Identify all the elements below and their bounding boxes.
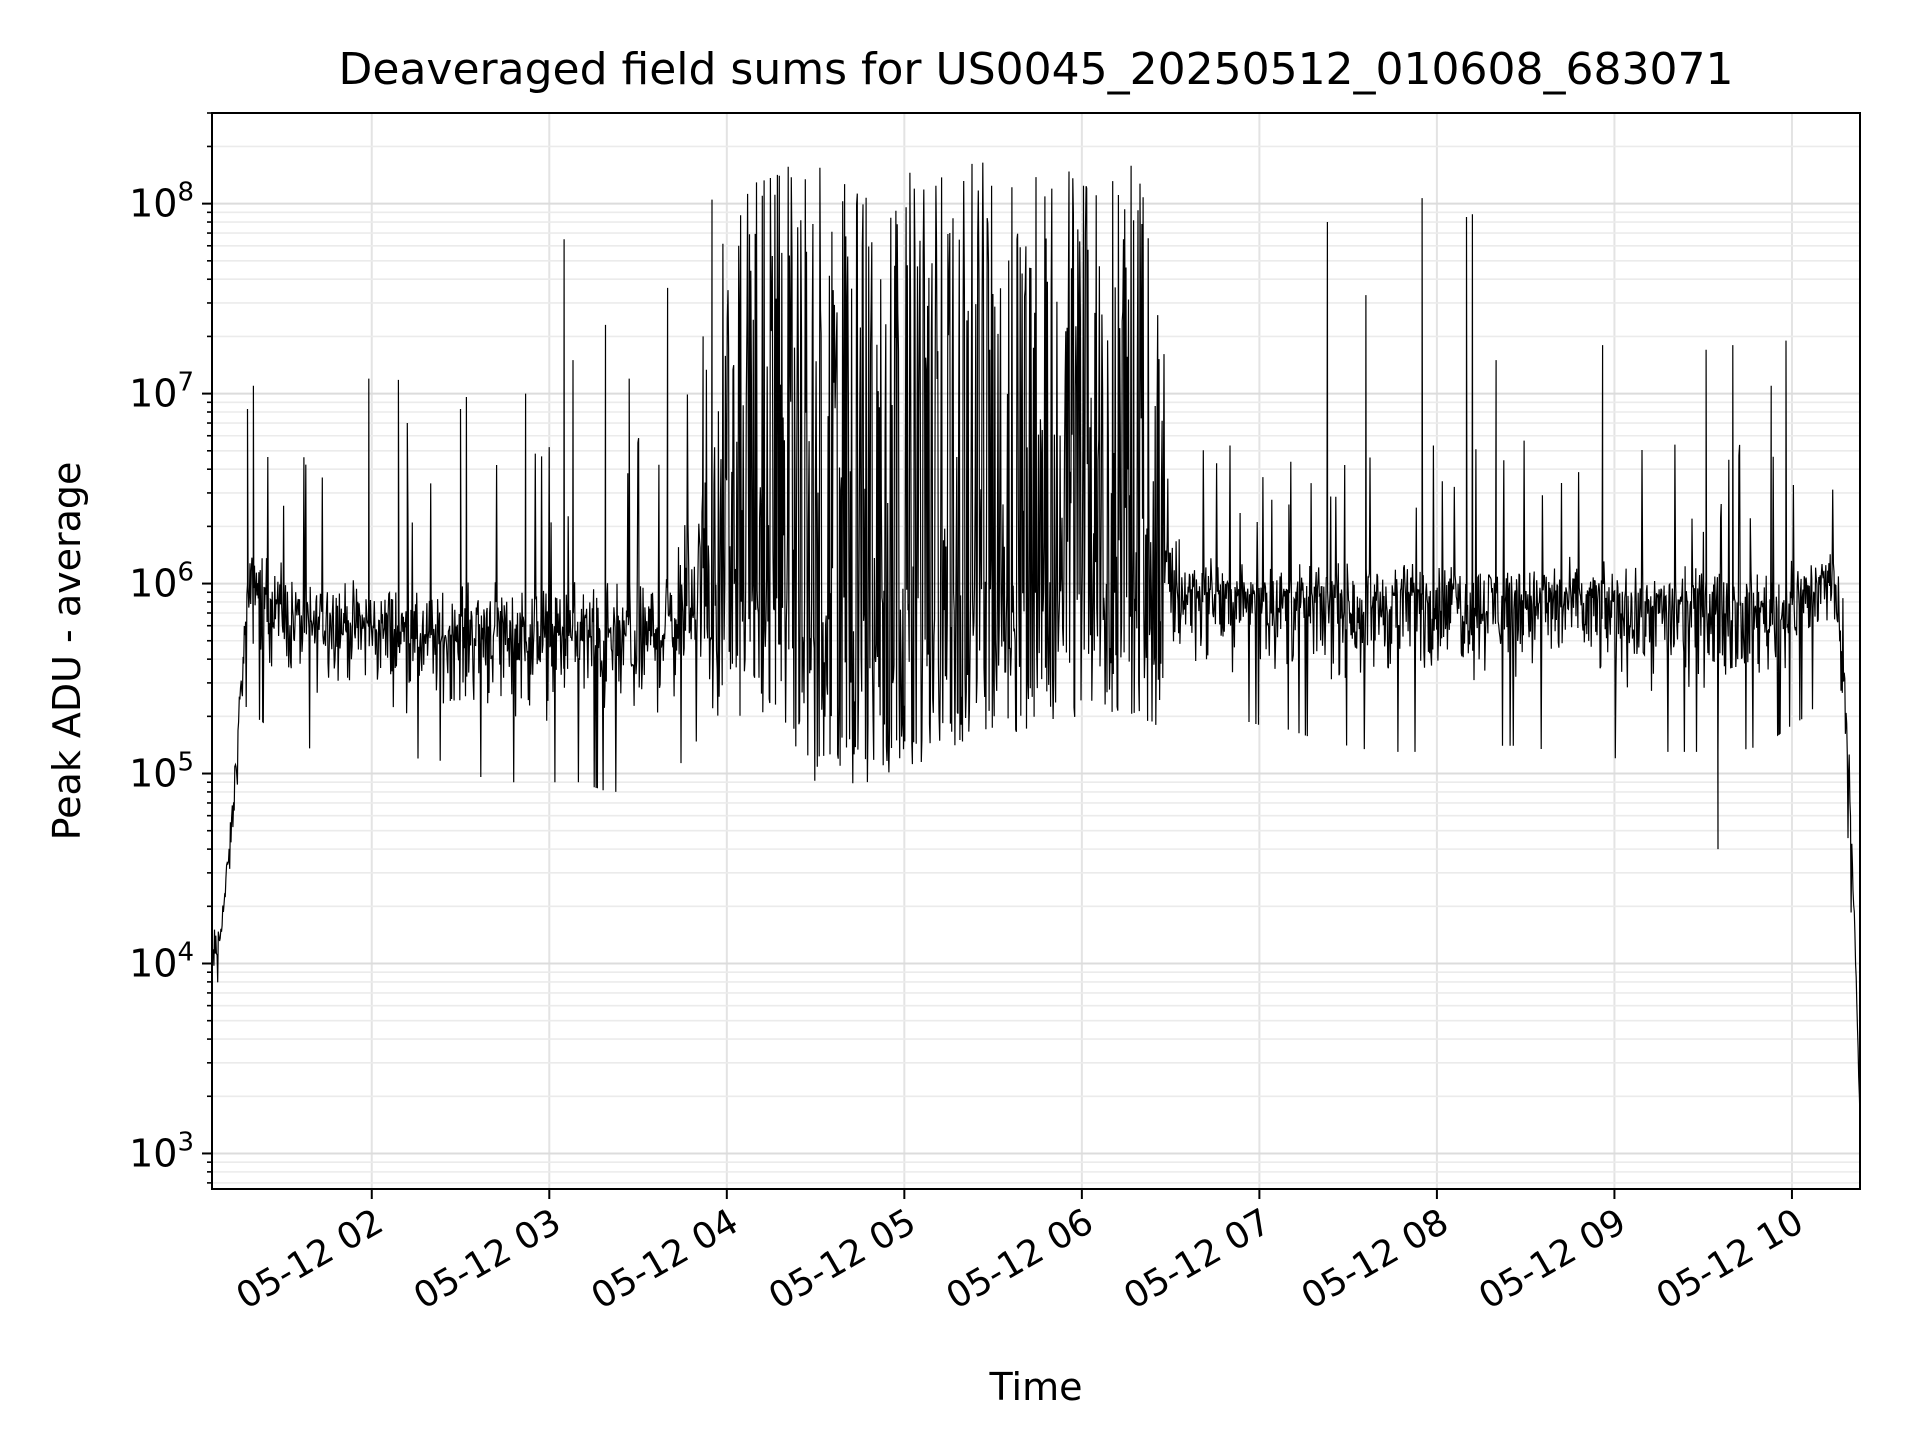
- y-tick-label: 106: [129, 558, 194, 606]
- data-series: [211, 162, 1861, 1121]
- chart-title: Deaveraged field sums for US0045_2025051…: [339, 44, 1734, 95]
- y-tick-label: 105: [129, 748, 194, 796]
- y-tick-label: 107: [129, 368, 194, 416]
- y-axis-ticks: 103 104 105 106 107 108: [129, 112, 212, 1184]
- y-tick-label: 103: [129, 1127, 194, 1175]
- plot-frame: [211, 112, 1861, 1190]
- series-line: [211, 162, 1861, 1121]
- x-axis-label: Time: [989, 1365, 1083, 1409]
- y-tick-label: 104: [129, 937, 194, 985]
- y-axis-label: Peak ADU - average: [45, 462, 89, 841]
- y-tick-label: 108: [129, 178, 194, 226]
